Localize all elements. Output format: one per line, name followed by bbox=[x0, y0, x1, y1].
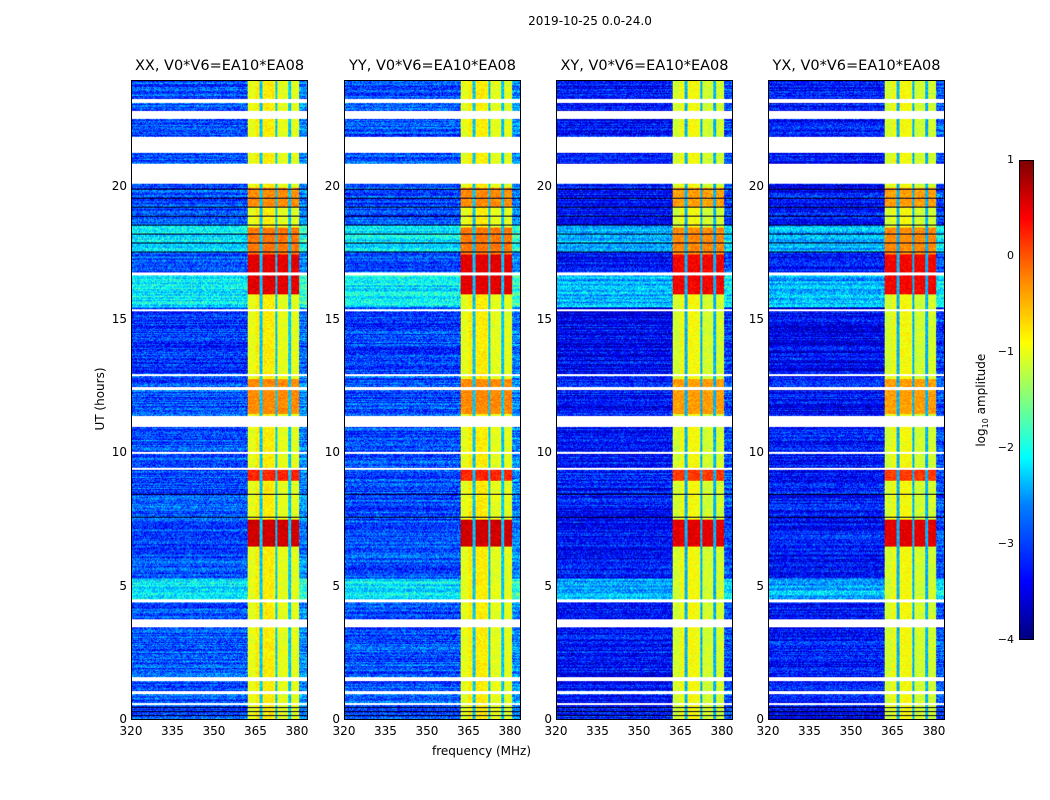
x-tick-label: 350 bbox=[839, 724, 863, 738]
y-tick-label: 0 bbox=[544, 712, 552, 726]
panel-xx: XX, V0*V6=EA10*EA08 0 5 10 15 20 320 335 350 365… bbox=[112, 58, 309, 738]
x-tick-label: 380 bbox=[285, 724, 309, 738]
y-tick-label: 10 bbox=[324, 445, 340, 460]
y-tick-label: 20 bbox=[111, 178, 127, 193]
y-tick-label: 20 bbox=[748, 178, 764, 193]
colorbar-tick-label: −1 bbox=[997, 345, 1014, 358]
x-tick-label: 320 bbox=[119, 724, 143, 738]
colorbar-tick-label: −4 bbox=[997, 633, 1014, 646]
y-tick-label: 15 bbox=[111, 312, 127, 326]
panel-yy: YY, V0*V6=EA10*EA08 0 5 10 15 20 320 335 350 365… bbox=[325, 58, 522, 738]
y-axis-label: UT (hours) bbox=[93, 367, 107, 431]
heatmap-yx bbox=[768, 80, 945, 720]
panel-title: YY, V0*V6=EA10*EA08 bbox=[349, 58, 516, 74]
x-tick-label: 365 bbox=[669, 724, 692, 738]
colorbar-tick-label: 0 bbox=[1007, 249, 1014, 262]
x-axis-label: frequency (MHz) bbox=[432, 744, 532, 758]
y-tick-label: 15 bbox=[324, 312, 340, 326]
x-tick-label: 350 bbox=[202, 724, 226, 738]
panel-title: YX, V0*V6=EA10*EA08 bbox=[772, 58, 941, 74]
x-tick-label: 350 bbox=[627, 724, 651, 738]
y-tick-label: 5 bbox=[544, 578, 552, 593]
panel-xy: XY, V0*V6=EA10*EA08 0 5 10 15 20 320 335 350 365… bbox=[537, 58, 734, 738]
y-tick-label: 0 bbox=[332, 712, 340, 726]
y-tick-label: 0 bbox=[119, 712, 127, 726]
heatmap-xx bbox=[131, 80, 308, 720]
panel-title: XX, V0*V6=EA10*EA08 bbox=[134, 58, 305, 74]
heatmap-xy bbox=[556, 80, 733, 720]
y-tick-label: 5 bbox=[332, 578, 340, 593]
x-tick-label: 335 bbox=[161, 724, 184, 738]
x-tick-label: 365 bbox=[244, 724, 267, 738]
x-tick-label: 320 bbox=[332, 724, 356, 738]
x-tick-label: 320 bbox=[756, 724, 780, 738]
x-tick-label: 350 bbox=[415, 724, 439, 738]
colorbar bbox=[1019, 160, 1034, 640]
panel-yx: YX, V0*V6=EA10*EA08 0 5 10 15 20 320 335 350 365… bbox=[749, 58, 946, 738]
x-tick-label: 335 bbox=[374, 724, 397, 738]
y-tick-label: 20 bbox=[324, 178, 340, 193]
x-tick-label: 335 bbox=[798, 724, 821, 738]
heatmap-yy bbox=[344, 80, 521, 720]
x-tick-label: 380 bbox=[922, 724, 946, 738]
x-tick-label: 320 bbox=[544, 724, 568, 738]
y-tick-label: 15 bbox=[536, 312, 552, 326]
x-tick-label: 380 bbox=[498, 724, 522, 738]
figure-title: 2019-10-25 0.0-24.0 bbox=[528, 14, 652, 28]
y-tick-label: 20 bbox=[536, 178, 552, 193]
colorbar-label: log10 amplitude bbox=[973, 353, 991, 447]
colorbar-tick-label: −3 bbox=[997, 537, 1014, 550]
x-tick-label: 365 bbox=[457, 724, 480, 738]
colorbar-tick-label: −2 bbox=[997, 441, 1014, 454]
y-tick-label: 0 bbox=[756, 712, 764, 726]
y-tick-label: 5 bbox=[119, 578, 127, 593]
y-tick-label: 10 bbox=[111, 445, 127, 460]
x-tick-label: 380 bbox=[710, 724, 734, 738]
colorbar-tick-label: 1 bbox=[1007, 153, 1014, 166]
x-tick-label: 365 bbox=[881, 724, 904, 738]
x-tick-label: 335 bbox=[586, 724, 609, 738]
y-tick-label: 10 bbox=[536, 445, 552, 460]
y-tick-label: 15 bbox=[748, 312, 764, 326]
y-tick-label: 10 bbox=[748, 445, 764, 460]
panel-title: XY, V0*V6=EA10*EA08 bbox=[560, 58, 729, 74]
y-tick-label: 5 bbox=[756, 578, 764, 593]
